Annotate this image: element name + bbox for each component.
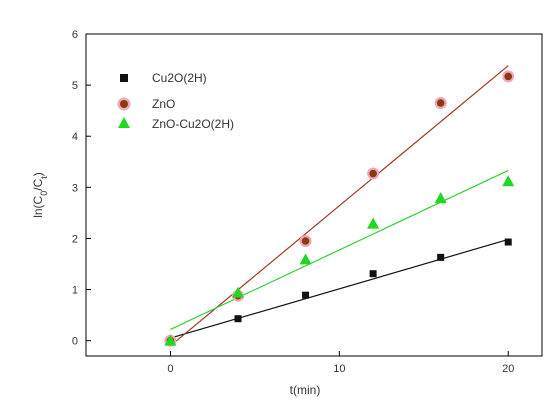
plot-frame xyxy=(85,33,543,357)
data-point-circle xyxy=(301,237,310,245)
y-axis-title: ln(C0/Ct) xyxy=(31,172,49,218)
legend-marker-zno-cu2o xyxy=(118,117,130,128)
legend-marker-zno xyxy=(120,100,128,108)
data-point-triangle xyxy=(299,253,312,265)
y-tick-label: 2 xyxy=(72,233,78,245)
y-tick-label: 6 xyxy=(72,29,78,41)
data-point-triangle xyxy=(232,286,244,298)
data-point-square xyxy=(234,315,242,323)
y-tick-label: 0 xyxy=(72,336,78,348)
y-tick-label: 1 xyxy=(72,285,78,297)
data-point-triangle xyxy=(367,217,380,229)
data-point-square xyxy=(437,253,445,261)
data-point-triangle xyxy=(434,192,447,204)
y-tick-label: 5 xyxy=(72,80,78,92)
fit-lines xyxy=(170,65,509,347)
data-point-triangle xyxy=(164,334,177,346)
fit-line-series-0 xyxy=(170,238,509,339)
data-point-circle xyxy=(369,169,377,178)
data-markers xyxy=(164,70,515,347)
data-point-circle xyxy=(504,72,513,81)
legend-marker-cu2o xyxy=(120,74,128,82)
axes-layer: 0 10 20 0 1 2 3 4 5 6 xyxy=(72,29,514,375)
data-point-circle xyxy=(436,99,445,107)
x-tick-label: 0 xyxy=(167,363,173,375)
fit-line-series-1 xyxy=(170,65,509,347)
legend-label-cu2o: Cu2O(2H) xyxy=(152,71,207,85)
data-point-square xyxy=(302,291,310,299)
fit-line-series-2 xyxy=(170,169,509,330)
x-axis-title: t(min) xyxy=(290,383,321,397)
data-point-square xyxy=(369,270,377,278)
legend-label-zno-cu2o: ZnO-Cu2O(2H) xyxy=(152,117,234,131)
data-point-triangle xyxy=(502,175,515,187)
x-tick-label: 20 xyxy=(502,363,514,375)
legend: Cu2O(2H) ZnO ZnO-Cu2O(2H) xyxy=(117,71,234,131)
legend-label-zno: ZnO xyxy=(152,97,175,111)
y-tick-label: 4 xyxy=(72,131,78,143)
y-tick-label: 3 xyxy=(72,182,78,194)
x-tick-label: 10 xyxy=(333,363,345,375)
data-point-square xyxy=(504,238,512,246)
